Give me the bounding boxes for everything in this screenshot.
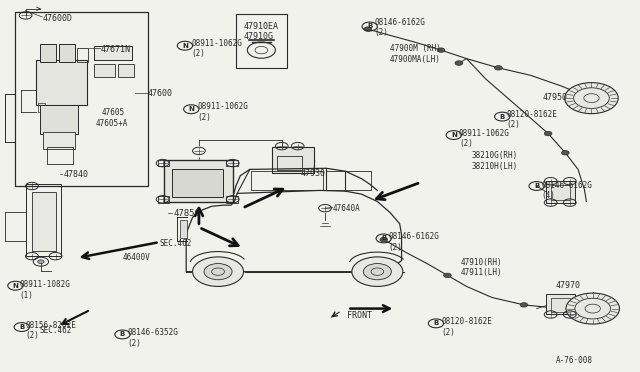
Circle shape [455, 61, 463, 65]
Circle shape [566, 293, 620, 324]
Text: B: B [19, 324, 24, 330]
Text: N: N [12, 283, 19, 289]
Text: 47600D: 47600D [43, 13, 73, 22]
Text: 46400V: 46400V [122, 253, 150, 263]
Text: 47840: 47840 [64, 170, 89, 179]
Bar [180, 220, 188, 238]
Bar [32, 192, 56, 251]
Text: 08120-8162E
(2): 08120-8162E (2) [441, 317, 492, 337]
Circle shape [352, 257, 403, 286]
Text: 47640A: 47640A [333, 203, 360, 213]
Text: 08911-1082G
(1): 08911-1082G (1) [19, 280, 70, 300]
Bar [157, 160, 169, 166]
Text: 47950: 47950 [543, 93, 568, 102]
Circle shape [437, 48, 445, 52]
Text: 47900M (RH)
47900MA(LH): 47900M (RH) 47900MA(LH) [390, 44, 441, 64]
Circle shape [564, 83, 618, 113]
Bar [26, 184, 61, 256]
Circle shape [561, 151, 569, 155]
Bar [227, 160, 238, 166]
Text: B: B [367, 23, 372, 29]
Bar [550, 298, 570, 312]
Bar [40, 105, 78, 134]
Bar [546, 294, 575, 314]
Circle shape [495, 65, 502, 70]
Circle shape [444, 273, 451, 278]
Bar [546, 181, 575, 203]
Circle shape [380, 237, 388, 242]
Bar [47, 147, 73, 164]
Text: SEC.462: SEC.462 [159, 239, 192, 248]
Text: A-76·008: A-76·008 [556, 356, 593, 365]
Bar [326, 171, 371, 190]
Text: FRONT: FRONT [348, 311, 372, 320]
Circle shape [204, 263, 232, 280]
Text: 47605+A: 47605+A [96, 119, 128, 128]
Text: 47605: 47605 [102, 108, 125, 117]
Text: B: B [433, 320, 438, 326]
Text: 47970: 47970 [556, 281, 580, 290]
Text: 47930: 47930 [301, 169, 326, 177]
Circle shape [38, 260, 44, 263]
Bar [236, 14, 287, 68]
Bar [276, 157, 302, 170]
Text: 08146-6352G
(2): 08146-6352G (2) [127, 328, 179, 348]
Text: B: B [120, 331, 125, 337]
Text: 47671N: 47671N [100, 45, 130, 54]
Bar [172, 169, 223, 197]
Text: B: B [381, 235, 387, 241]
Bar [38, 103, 45, 112]
Text: SEC.462: SEC.462 [40, 326, 72, 335]
Bar [36, 61, 88, 105]
Text: 08911-1062G
(2): 08911-1062G (2) [459, 129, 510, 148]
Text: 47600: 47600 [148, 89, 173, 98]
Circle shape [193, 257, 244, 286]
Bar [59, 44, 75, 62]
Text: 38210G(RH)
38210H(LH): 38210G(RH) 38210H(LH) [472, 151, 518, 171]
Text: 08911-1062G
(2): 08911-1062G (2) [191, 39, 242, 58]
Bar [157, 196, 169, 203]
Text: 08146-6162G
(4): 08146-6162G (4) [541, 181, 593, 200]
Text: 47910EA
47910G: 47910EA 47910G [244, 22, 278, 41]
Bar [94, 46, 132, 61]
Bar [40, 44, 56, 62]
Text: 08911-1062G
(2): 08911-1062G (2) [198, 102, 248, 122]
Bar [251, 171, 323, 190]
Text: N: N [451, 132, 457, 138]
Circle shape [544, 131, 552, 136]
Text: N: N [188, 106, 194, 112]
Text: B: B [500, 113, 505, 119]
Bar [227, 196, 238, 203]
Text: 08146-6162G
(2): 08146-6162G (2) [389, 232, 440, 252]
Bar [43, 132, 75, 149]
Bar [94, 64, 115, 77]
Bar [118, 64, 134, 77]
Bar [272, 147, 314, 173]
Text: N: N [182, 43, 188, 49]
Circle shape [520, 303, 528, 307]
Text: 08120-8162E
(2): 08120-8162E (2) [507, 110, 557, 129]
Text: 47850: 47850 [173, 209, 200, 218]
Circle shape [364, 263, 392, 280]
Text: 08156-8202E
(2): 08156-8202E (2) [26, 321, 76, 340]
Bar [550, 185, 570, 200]
Text: 47910(RH)
47911(LH): 47910(RH) 47911(LH) [460, 257, 502, 277]
Bar [77, 48, 88, 62]
Text: B: B [534, 183, 540, 189]
Text: 08146-6162G
(2): 08146-6162G (2) [374, 17, 425, 37]
Bar [164, 160, 233, 202]
Circle shape [364, 27, 372, 31]
Bar [15, 13, 148, 186]
